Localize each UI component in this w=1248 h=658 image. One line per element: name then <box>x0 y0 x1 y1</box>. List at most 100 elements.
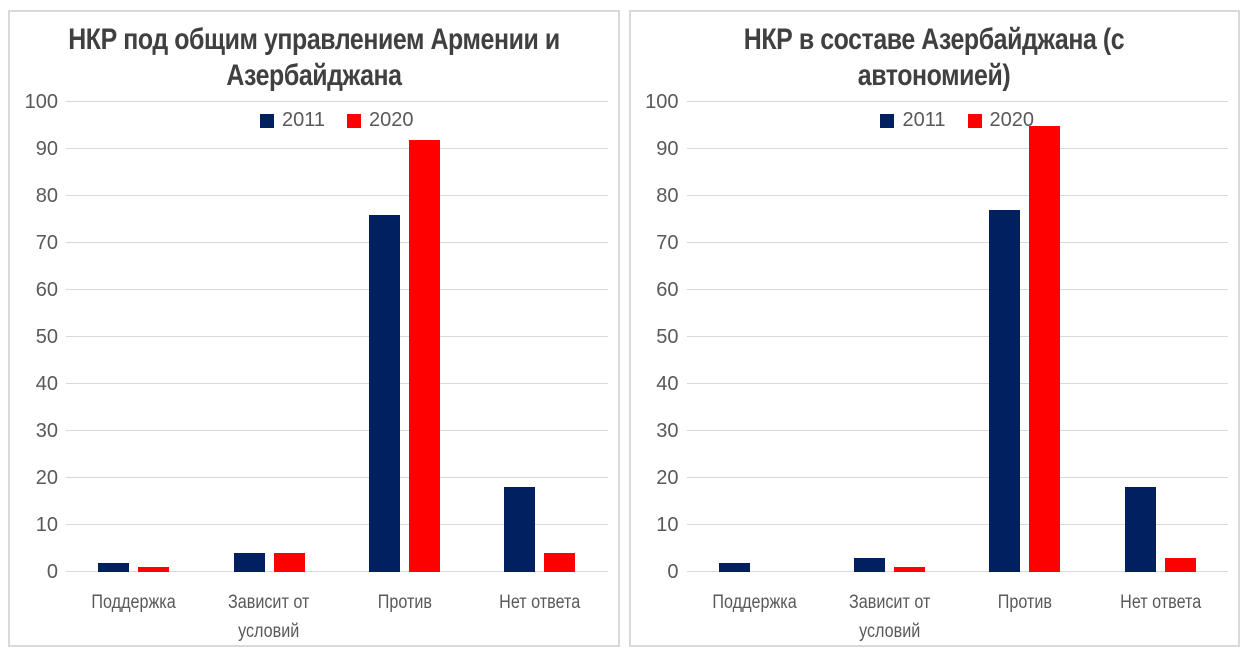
y-tick-label: 10 <box>35 514 58 536</box>
legend-item-2011: 2011 <box>880 109 946 132</box>
legend-item-2011: 2011 <box>259 109 325 132</box>
x-category-label-text: Поддержка <box>712 592 797 613</box>
legend-label: 2020 <box>369 109 414 131</box>
gridline <box>66 383 608 384</box>
bar-2011-category-2 <box>233 553 265 572</box>
bar-groups <box>66 102 608 572</box>
bar-group-2 <box>201 102 336 572</box>
gridline <box>686 430 1228 431</box>
gridline <box>66 336 608 337</box>
x-category-label-text: Поддержка <box>91 592 176 613</box>
y-tick-label: 90 <box>35 138 58 160</box>
y-axis-tick-labels: 0 10 20 30 40 50 60 70 80 90 100 <box>633 91 687 583</box>
bar-2020-category-3 <box>408 139 440 572</box>
y-tick-label: 100 <box>645 91 679 113</box>
gridline <box>66 477 608 478</box>
legend: 2011 2020 <box>687 109 1229 132</box>
gridline <box>686 524 1228 525</box>
legend-label: 2020 <box>989 109 1035 131</box>
bar-group-1 <box>687 102 822 572</box>
gridline <box>66 242 608 243</box>
gridline <box>686 148 1228 149</box>
y-tick-label: 60 <box>35 279 58 301</box>
x-category-label-2: Зависит от условий <box>201 588 336 645</box>
y-tick-label: 30 <box>656 420 679 442</box>
legend-label: 2011 <box>902 109 946 131</box>
y-tick-label: 80 <box>35 185 58 207</box>
x-axis-category-labels: Поддержка Зависит от условий Против Нет отв… <box>687 572 1229 645</box>
x-category-label-1: Поддержка <box>66 588 201 645</box>
y-tick-label: 70 <box>656 232 679 254</box>
bar-2011-category-2 <box>854 557 886 572</box>
bar-group-3 <box>337 102 472 572</box>
bar-group-4 <box>1093 102 1228 572</box>
gridline <box>686 477 1228 478</box>
bar-2011-category-4 <box>504 487 536 572</box>
gridline <box>66 289 608 290</box>
y-tick-label: 20 <box>35 467 58 489</box>
gridline <box>66 524 608 525</box>
chart-title: НКР под общим управлением Армении и Азер… <box>10 22 618 102</box>
chart-body: 0 10 20 30 40 50 60 70 80 90 100 2011 2020 Поддержк… <box>10 91 618 645</box>
chart-title-text: НКР под общим управлением Армении и Азер… <box>67 23 560 92</box>
gridline <box>66 195 608 196</box>
legend-item-2020: 2020 <box>967 109 1035 132</box>
x-category-label-1: Поддержка <box>687 588 822 645</box>
chart-title: НКР в составе Азербайджана (с автономией… <box>631 22 1239 102</box>
x-category-label-text: Против <box>377 592 432 613</box>
gridline <box>66 101 608 102</box>
bar-2020-category-2 <box>894 567 926 572</box>
bar-2020-category-2 <box>273 553 305 572</box>
legend: 2011 2020 <box>66 109 608 132</box>
bar-group-3 <box>957 102 1092 572</box>
y-tick-label: 10 <box>656 514 679 536</box>
bar-group-2 <box>822 102 957 572</box>
x-category-label-2: Зависит от условий <box>822 588 957 645</box>
x-axis-category-labels: Поддержка Зависит от условий Против Нет отв… <box>66 572 608 645</box>
legend-swatch-icon <box>347 113 361 128</box>
x-category-label-3: Против <box>957 588 1092 645</box>
bar-2011-category-3 <box>368 214 400 572</box>
gridline <box>686 289 1228 290</box>
bar-2011-category-1 <box>98 562 130 572</box>
bar-2020-category-4 <box>544 553 576 572</box>
bar-groups <box>687 102 1229 572</box>
legend-swatch-icon <box>259 113 274 128</box>
y-tick-label: 20 <box>656 467 679 489</box>
gridline <box>686 242 1228 243</box>
y-tick-label: 0 <box>667 561 679 583</box>
bar-2011-category-4 <box>1124 487 1156 572</box>
y-tick-label: 70 <box>35 232 58 254</box>
y-axis-tick-labels: 0 10 20 30 40 50 60 70 80 90 100 <box>12 91 66 583</box>
gridline <box>686 571 1228 572</box>
gridline <box>686 101 1228 102</box>
gridline <box>66 571 608 572</box>
gridline <box>66 430 608 431</box>
y-tick-label: 50 <box>656 326 679 348</box>
bar-group-1 <box>66 102 201 572</box>
y-tick-label: 100 <box>24 91 58 113</box>
legend-label: 2011 <box>281 109 325 131</box>
bar-2020-category-1 <box>138 567 170 572</box>
gridline <box>686 195 1228 196</box>
bar-2011-category-3 <box>989 210 1021 572</box>
x-category-label-text: Зависит от условий <box>848 592 931 643</box>
gridline <box>66 148 608 149</box>
x-category-label-text: Против <box>997 592 1053 613</box>
y-tick-label: 50 <box>35 326 58 348</box>
y-tick-label: 30 <box>35 420 58 442</box>
chart-body: 0 10 20 30 40 50 60 70 80 90 100 2011 2020 Поддержк… <box>631 91 1239 645</box>
bar-2020-category-4 <box>1164 557 1196 572</box>
x-category-label-text: Зависит от условий <box>228 592 310 643</box>
x-category-label-4: Нет ответа <box>472 588 607 645</box>
x-category-label-text: Нет ответа <box>1119 592 1201 613</box>
y-tick-label: 60 <box>656 279 679 301</box>
y-tick-label: 90 <box>656 138 679 160</box>
x-category-label-4: Нет ответа <box>1093 588 1228 645</box>
bar-2020-category-3 <box>1029 125 1061 572</box>
chart-panel-left: НКР под общим управлением Армении и Азер… <box>8 10 620 647</box>
gridline <box>686 336 1228 337</box>
x-category-label-text: Нет ответа <box>499 592 581 613</box>
chart-panel-right: НКР в составе Азербайджана (с автономией… <box>628 10 1240 647</box>
